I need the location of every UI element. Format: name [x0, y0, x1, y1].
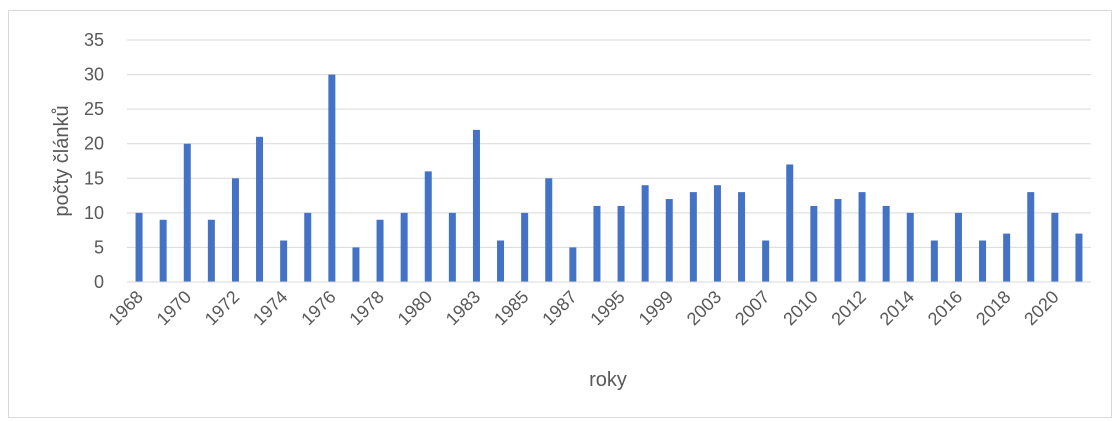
x-tick-label: 1976 [297, 287, 339, 329]
bar-2010 [810, 205, 818, 282]
bar-1986 [545, 178, 553, 282]
bar-1980 [424, 171, 432, 282]
bar-1973 [256, 136, 264, 282]
bar-2015 [930, 240, 938, 282]
x-tick-label: 1999 [635, 287, 677, 329]
bar-1981 [448, 212, 456, 282]
x-tick-label: 1970 [153, 287, 195, 329]
bar-1970 [183, 143, 191, 282]
bar-2021 [1075, 233, 1083, 282]
bar-2001 [689, 192, 697, 282]
bar-2007 [762, 240, 770, 282]
bar-2011 [834, 199, 842, 282]
y-tick-label: 30 [84, 65, 104, 85]
bar-2013 [882, 205, 890, 282]
bar-2012 [858, 192, 866, 282]
y-axis-title: počty článků [51, 105, 73, 216]
bar-1974 [280, 240, 288, 282]
y-axis-ticks: 0 5 10 15 20 25 30 35 [84, 30, 104, 292]
bar-2003 [713, 185, 721, 282]
x-tick-label: 2012 [827, 287, 869, 329]
bar-1987 [569, 247, 577, 282]
bar-2018 [1003, 233, 1011, 282]
bar-1976 [328, 74, 336, 282]
x-tick-label: 2016 [924, 287, 966, 329]
x-tick-label: 2020 [1020, 287, 1062, 329]
bar-2014 [906, 212, 914, 282]
y-tick-label: 0 [94, 272, 104, 292]
bar-2005 [738, 192, 746, 282]
bar-1977 [352, 247, 360, 282]
x-tick-label: 1987 [538, 287, 580, 329]
x-tick-label: 2014 [876, 287, 918, 329]
bar-1972 [231, 178, 239, 282]
bar-1984 [497, 240, 505, 282]
x-tick-label: 1972 [201, 287, 243, 329]
x-axis-title: roky [589, 369, 627, 391]
x-tick-label: 1983 [442, 287, 484, 329]
bar-1978 [376, 219, 384, 282]
bar-1971 [207, 219, 215, 282]
y-tick-label: 5 [94, 237, 104, 257]
bar-1968 [135, 212, 143, 282]
bar-1979 [400, 212, 408, 282]
y-tick-label: 25 [84, 99, 104, 119]
y-tick-label: 15 [84, 168, 104, 188]
x-tick-label: 1980 [394, 287, 436, 329]
bar-1983 [472, 129, 480, 282]
bar-2020 [1051, 212, 1059, 282]
gridlines [127, 39, 1091, 248]
x-tick-label: 2003 [683, 287, 725, 329]
bar-1988 [593, 205, 601, 282]
bar-1996 [641, 185, 649, 282]
x-tick-label: 1995 [586, 287, 628, 329]
x-tick-label: 1978 [345, 287, 387, 329]
x-axis-ticks: 1968 1970 1972 1974 1976 1978 1980 1983 1985 1987… [104, 287, 1062, 329]
bar-2008 [786, 164, 794, 282]
bar-1975 [304, 212, 312, 282]
bar-1999 [665, 199, 673, 282]
bar-2019 [1027, 192, 1035, 282]
chart-frame [8, 10, 1112, 418]
bar-1995 [617, 205, 625, 282]
y-tick-label: 10 [84, 203, 104, 223]
bar-2017 [979, 240, 987, 282]
bar-1985 [521, 212, 529, 282]
x-tick-label: 2010 [779, 287, 821, 329]
x-tick-label: 2007 [731, 287, 773, 329]
bar-1969 [159, 219, 167, 282]
bar-2016 [954, 212, 962, 282]
x-tick-label: 1985 [490, 287, 532, 329]
x-tick-label: 1974 [249, 287, 291, 329]
x-tick-label: 2018 [972, 287, 1014, 329]
bars [135, 74, 1083, 282]
y-tick-label: 35 [84, 30, 104, 50]
x-tick-label: 1968 [104, 287, 146, 329]
y-tick-label: 20 [84, 134, 104, 154]
